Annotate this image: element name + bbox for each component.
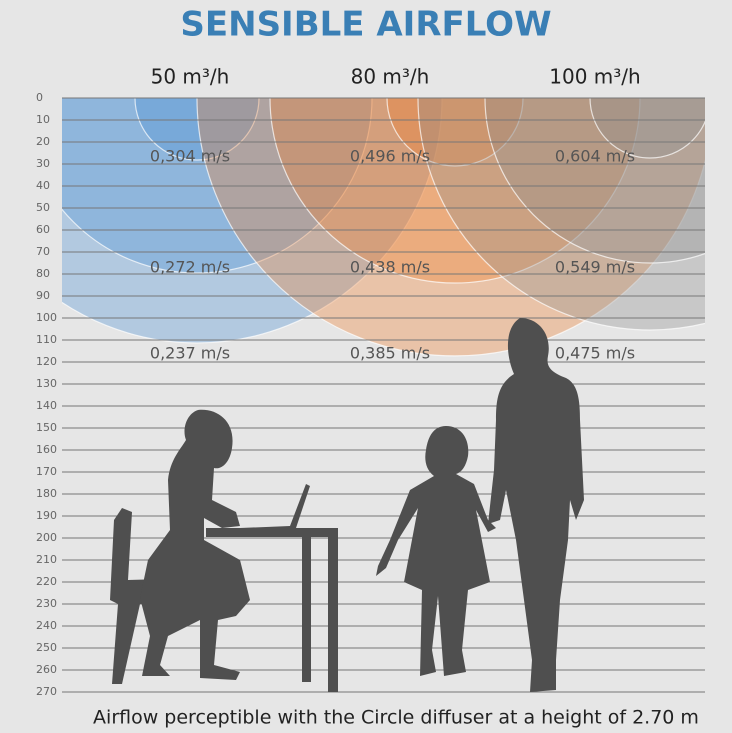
speed-label: 0,304 m/s <box>150 147 230 166</box>
column-header: 50 m³/h <box>151 65 230 89</box>
speed-label: 0,496 m/s <box>350 147 430 166</box>
scale-label: 90 <box>36 289 50 302</box>
scale-label: 190 <box>36 509 57 522</box>
band-edge <box>196 97 705 357</box>
scale-label: 20 <box>36 135 50 148</box>
scale-label: 140 <box>36 399 57 412</box>
speed-label: 0,604 m/s <box>555 147 635 166</box>
scale-label: 210 <box>36 553 57 566</box>
band-edge <box>417 97 705 331</box>
speed-label: 0,438 m/s <box>350 258 430 277</box>
scale-label: 120 <box>36 355 57 368</box>
scale-label: 70 <box>36 245 50 258</box>
caption: Airflow perceptible with the Circle diff… <box>93 707 699 729</box>
band-edge <box>62 97 443 344</box>
scale-label: 270 <box>36 685 57 698</box>
scale-label: 260 <box>36 663 57 676</box>
scale-label: 250 <box>36 641 57 654</box>
standing-woman <box>488 318 584 692</box>
airflow-band <box>270 98 640 283</box>
scale-label: 110 <box>36 333 57 346</box>
speed-label: 0,475 m/s <box>555 344 635 363</box>
band-edge <box>134 97 260 161</box>
scale-label: 240 <box>36 619 57 632</box>
band-edge <box>62 97 373 274</box>
airflow-band <box>197 98 705 356</box>
band-edge <box>386 97 524 167</box>
airflow-zones <box>62 97 705 357</box>
scale-label: 170 <box>36 465 57 478</box>
speed-label: 0,272 m/s <box>150 258 230 277</box>
speed-label: 0,385 m/s <box>350 344 430 363</box>
column-header: 100 m³/h <box>549 65 640 89</box>
girl <box>376 426 496 676</box>
airflow-band <box>62 98 442 343</box>
speed-label: 0,549 m/s <box>555 258 635 277</box>
airflow-band <box>135 98 259 160</box>
scale-label: 130 <box>36 377 57 390</box>
band-edge <box>589 97 705 159</box>
scale-label: 230 <box>36 597 57 610</box>
seated-woman <box>140 409 250 680</box>
table-top <box>206 528 338 537</box>
scale-label: 30 <box>36 157 50 170</box>
band-edge <box>484 97 705 264</box>
airflow-band <box>387 98 523 166</box>
scale-label: 40 <box>36 179 50 192</box>
scale-label: 80 <box>36 267 50 280</box>
scale-label: 100 <box>36 311 57 324</box>
scale-label: 10 <box>36 113 50 126</box>
scale-label: 60 <box>36 223 50 236</box>
speed-labels: 0,304 m/s 0,272 m/s 0,237 m/s 0,496 m/s 0,43… <box>150 147 635 363</box>
scale-label: 160 <box>36 443 57 456</box>
table-leg <box>328 537 338 692</box>
table-leg <box>302 537 311 682</box>
scale: 0 10 20 30 40 50 60 70 80 90 100 110 120 130 140 150 160… <box>36 91 705 698</box>
speed-label: 0,237 m/s <box>150 344 230 363</box>
column-header: 80 m³/h <box>351 65 430 89</box>
band-edge <box>269 97 641 284</box>
scale-label: 220 <box>36 575 57 588</box>
scale-label: 150 <box>36 421 57 434</box>
silhouettes <box>110 318 584 692</box>
airflow-band <box>485 98 705 263</box>
scale-label: 50 <box>36 201 50 214</box>
airflow-band <box>590 98 705 158</box>
scale-label: 200 <box>36 531 57 544</box>
scale-label: 180 <box>36 487 57 500</box>
scale-label: 0 <box>36 91 43 104</box>
title: SENSIBLE AIRFLOW <box>180 5 551 45</box>
